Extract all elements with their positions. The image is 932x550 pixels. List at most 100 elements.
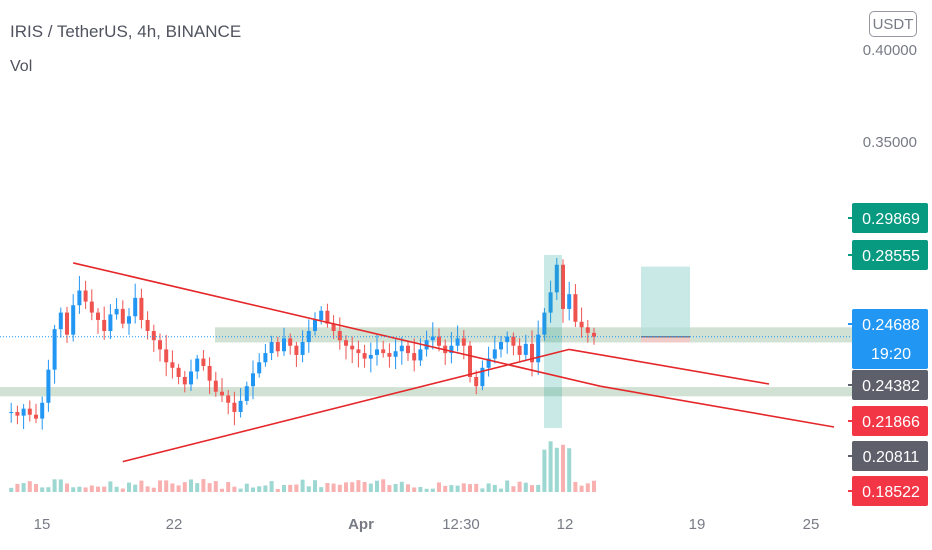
- volume-bar: [412, 487, 417, 492]
- volume-bar: [238, 488, 243, 492]
- volume-bar: [213, 481, 218, 492]
- candle-body: [263, 353, 268, 363]
- volume-bar: [189, 479, 193, 492]
- time-tick: 25: [803, 516, 820, 533]
- candle-body: [164, 349, 169, 363]
- volume-bar: [406, 484, 410, 492]
- volume-bar: [393, 483, 398, 492]
- volume-bar: [443, 485, 448, 492]
- candle-body: [269, 342, 274, 354]
- time-tick: Apr: [348, 516, 374, 533]
- volume-bar: [244, 483, 249, 492]
- symbol-title[interactable]: IRIS / TetherUS, 4h, BINANCE: [10, 22, 242, 41]
- candle-body: [350, 345, 355, 350]
- candle-body: [511, 336, 516, 346]
- volume-bar: [437, 482, 441, 492]
- candle-body: [9, 411, 14, 413]
- candle-body: [561, 264, 565, 309]
- volume-bar: [151, 487, 156, 492]
- volume-bar: [145, 486, 150, 492]
- volume-bar: [325, 482, 330, 492]
- candle-body: [474, 377, 479, 387]
- support-resistance-zones: [0, 327, 852, 397]
- candle-body: [207, 365, 212, 381]
- candle-body: [387, 353, 392, 357]
- volume-bar: [461, 483, 466, 492]
- candle-body: [480, 367, 485, 387]
- price-badge-tick: [848, 420, 853, 422]
- volume-bar: [52, 479, 57, 492]
- volume-bar: [58, 479, 63, 492]
- volume-bar: [294, 484, 299, 492]
- volume-bar: [480, 488, 485, 492]
- volume-bar: [492, 484, 497, 492]
- trendline: [73, 262, 601, 387]
- volume-bar: [567, 448, 572, 492]
- candle-body: [554, 264, 559, 293]
- currency-button[interactable]: USDT: [869, 11, 917, 37]
- candle-body: [220, 391, 224, 396]
- volume-bar: [164, 480, 169, 492]
- candle-body: [294, 345, 299, 355]
- candle-body: [189, 371, 193, 385]
- volume-bar: [474, 483, 479, 492]
- candle-body: [114, 308, 119, 315]
- volume-bar: [127, 482, 131, 492]
- volume-bar: [350, 482, 355, 492]
- price-badge-countdown: 19:20: [871, 346, 911, 363]
- volume-bar: [114, 486, 119, 492]
- candle-body: [492, 349, 497, 359]
- time-axis[interactable]: 15 22 Apr 12:30 12 19 25: [34, 516, 820, 533]
- candle-body: [486, 358, 491, 368]
- volume-bar: [102, 486, 107, 492]
- candle-body: [430, 336, 435, 341]
- candle-body: [226, 395, 231, 403]
- candle-body: [530, 343, 534, 363]
- volume-bar: [319, 487, 324, 492]
- volume-bar: [523, 482, 528, 492]
- time-tick: 12:30: [442, 516, 480, 533]
- volume-bar: [573, 481, 578, 492]
- candle-body: [65, 312, 69, 335]
- candle-body: [21, 408, 26, 416]
- volume-bar: [536, 484, 541, 492]
- volume-bar: [195, 483, 200, 492]
- zone-2: [0, 387, 852, 397]
- candle-body: [145, 319, 150, 331]
- price-axis[interactable]: 0.40000 0.35000: [863, 42, 917, 151]
- long-position-tool[interactable]: [544, 255, 690, 428]
- volume-bar: [220, 488, 224, 492]
- candle-body: [579, 321, 584, 328]
- volume-bar: [344, 482, 348, 492]
- candle-body: [313, 319, 317, 331]
- price-badge-tick: [848, 455, 853, 457]
- candle-body: [375, 349, 379, 355]
- volume-bar: [424, 488, 429, 492]
- candle-body: [244, 386, 249, 401]
- price-tick: 0.35000: [863, 134, 917, 151]
- volume-bar: [71, 487, 76, 492]
- volume-bar: [9, 487, 14, 492]
- price-badge: [852, 240, 928, 270]
- volume-bar: [579, 485, 584, 492]
- candle-body: [381, 349, 386, 354]
- volume-bar: [133, 484, 138, 492]
- volume-bar: [381, 479, 386, 492]
- candle-body: [505, 336, 510, 343]
- volume-legend[interactable]: Vol: [10, 58, 33, 75]
- candle-body: [306, 331, 311, 343]
- volume-bar: [263, 485, 268, 492]
- volume-bar: [368, 483, 373, 492]
- trendline-extension: [600, 385, 835, 428]
- volume-bar: [362, 481, 367, 492]
- price-badge-value: 0.24382: [862, 378, 920, 395]
- volume-bar: [511, 486, 516, 492]
- volume-bar: [158, 480, 162, 492]
- volume-bar: [418, 486, 423, 492]
- price-badge: [852, 441, 928, 471]
- trendlines[interactable]: [73, 262, 835, 463]
- candle-body: [58, 312, 63, 330]
- candle-body: [449, 345, 454, 354]
- candle-body: [176, 367, 181, 377]
